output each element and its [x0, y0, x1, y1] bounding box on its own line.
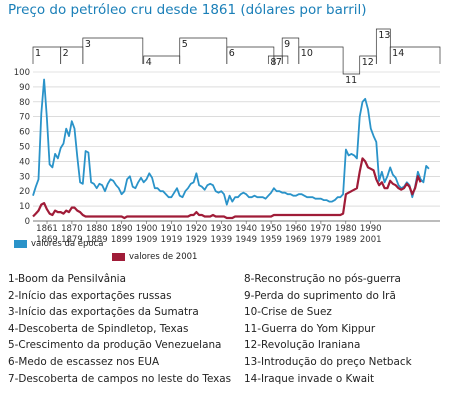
event-marker-label: 8: [270, 57, 276, 68]
legend-label-real: valores de 2001: [129, 252, 198, 262]
event-item: 6-Medo de escassez nos EUA: [8, 355, 160, 368]
legend-swatch-nominal: [14, 240, 27, 248]
x-tick-label: 1890: [111, 224, 133, 234]
event-marker-label: 3: [85, 39, 91, 50]
x-tick-label: 1979: [310, 235, 332, 245]
y-tick-label: 20: [19, 187, 30, 197]
x-tick-label: 1949: [235, 235, 257, 245]
y-tick-label: 80: [19, 98, 30, 108]
event-bracket: [82, 37, 144, 64]
x-tick-label: 1910: [161, 224, 183, 234]
legend-real: valores de 2001: [112, 252, 197, 262]
x-tick-label: 1869: [36, 235, 58, 245]
event-item: 5-Crescimento da produção Venezuelana: [8, 339, 222, 352]
event-bracket: [226, 46, 275, 64]
event-item: 14-Iraque invade o Kwait: [244, 372, 375, 385]
y-tick-label: 100: [14, 68, 30, 78]
x-tick-label: 1959: [260, 235, 282, 245]
x-tick-label: 1969: [285, 235, 307, 245]
x-tick-label: 1990: [360, 224, 382, 234]
x-tick-label: 1899: [111, 235, 133, 245]
event-bracket: [298, 46, 344, 64]
x-tick-label: 1870: [61, 224, 83, 234]
event-marker-label: 4: [146, 57, 152, 68]
event-marker-label: 10: [301, 48, 313, 59]
chart-title: Preço do petróleo cru desde 1861 (dólare…: [8, 2, 367, 18]
x-tick-label: 1940: [235, 224, 257, 234]
x-tick-label: 1950: [260, 224, 282, 234]
legend-swatch-real: [112, 253, 125, 261]
y-tick-label: 70: [19, 113, 30, 123]
y-tick-label: 10: [19, 202, 30, 212]
event-marker-label: 14: [392, 48, 404, 59]
x-tick-label: 1929: [186, 235, 208, 245]
x-tick-label: 1919: [161, 235, 183, 245]
y-tick-label: 90: [19, 83, 30, 93]
series-line: [32, 78, 430, 206]
event-marker-label: 13: [378, 30, 390, 41]
x-tick-label: 1879: [61, 235, 83, 245]
event-item: 8-Reconstrução no pós-guerra: [244, 273, 401, 285]
event-item: 2-Início das exportações russas: [8, 289, 172, 302]
y-tick-label: 40: [19, 157, 30, 167]
event-marker-label: 1: [35, 48, 41, 59]
x-tick-label: 1861: [36, 224, 58, 234]
x-tick-label: 1909: [136, 235, 158, 245]
event-item: 4-Descoberta de Spindletop, Texas: [8, 322, 189, 335]
event-bracket: [389, 46, 441, 64]
event-marker-label: 5: [182, 39, 188, 50]
series-line: [32, 157, 422, 220]
y-tick-label: 0: [25, 217, 30, 227]
event-marker-label: 2: [63, 48, 69, 59]
legend-label-nominal: valores da época: [31, 239, 104, 249]
event-marker-label: 11: [345, 75, 357, 86]
y-tick-label: 50: [19, 143, 30, 153]
event-item: 7-Descoberta de campos no leste do Texas: [8, 372, 232, 385]
x-tick-label: 1980: [335, 224, 357, 234]
event-marker-label: 7: [276, 57, 282, 68]
event-item: 9-Perda do suprimento do Irã: [244, 289, 396, 302]
event-item: 3-Início das exportações da Sumatra: [8, 306, 199, 319]
y-tick-label: 30: [19, 172, 30, 182]
x-tick-label: 1900: [136, 224, 158, 234]
x-tick-label: 1970: [310, 224, 332, 234]
event-item: 11-Guerra do Yom Kippur: [244, 322, 376, 335]
x-tick-label: 1889: [86, 235, 108, 245]
event-bracket: [342, 64, 361, 75]
legend-nominal: valores da época: [14, 239, 103, 249]
x-tick-label: 2001: [360, 235, 382, 245]
x-tick-label: 1960: [285, 224, 307, 234]
y-tick-label: 60: [19, 128, 30, 138]
event-marker-label: 6: [229, 48, 235, 59]
event-bracket: [375, 28, 391, 64]
event-item: 1-Boom da Pensilvânia: [8, 273, 126, 285]
x-tick-label: 1880: [86, 224, 108, 234]
event-marker-label: 12: [362, 57, 374, 68]
event-item: 12-Revolução Iraniana: [244, 339, 361, 352]
x-tick-label: 1989: [335, 235, 357, 245]
x-tick-label: 1930: [210, 224, 232, 234]
event-list: 1-Boom da Pensilvânia 2-Início das export…: [8, 271, 448, 387]
event-marker-label: 9: [284, 39, 290, 50]
x-tick-label: 1920: [186, 224, 208, 234]
event-item: 13-Introdução do preço Netback: [244, 355, 412, 368]
event-item: 10-Crise de Suez: [244, 306, 332, 319]
x-tick-label: 1939: [210, 235, 232, 245]
